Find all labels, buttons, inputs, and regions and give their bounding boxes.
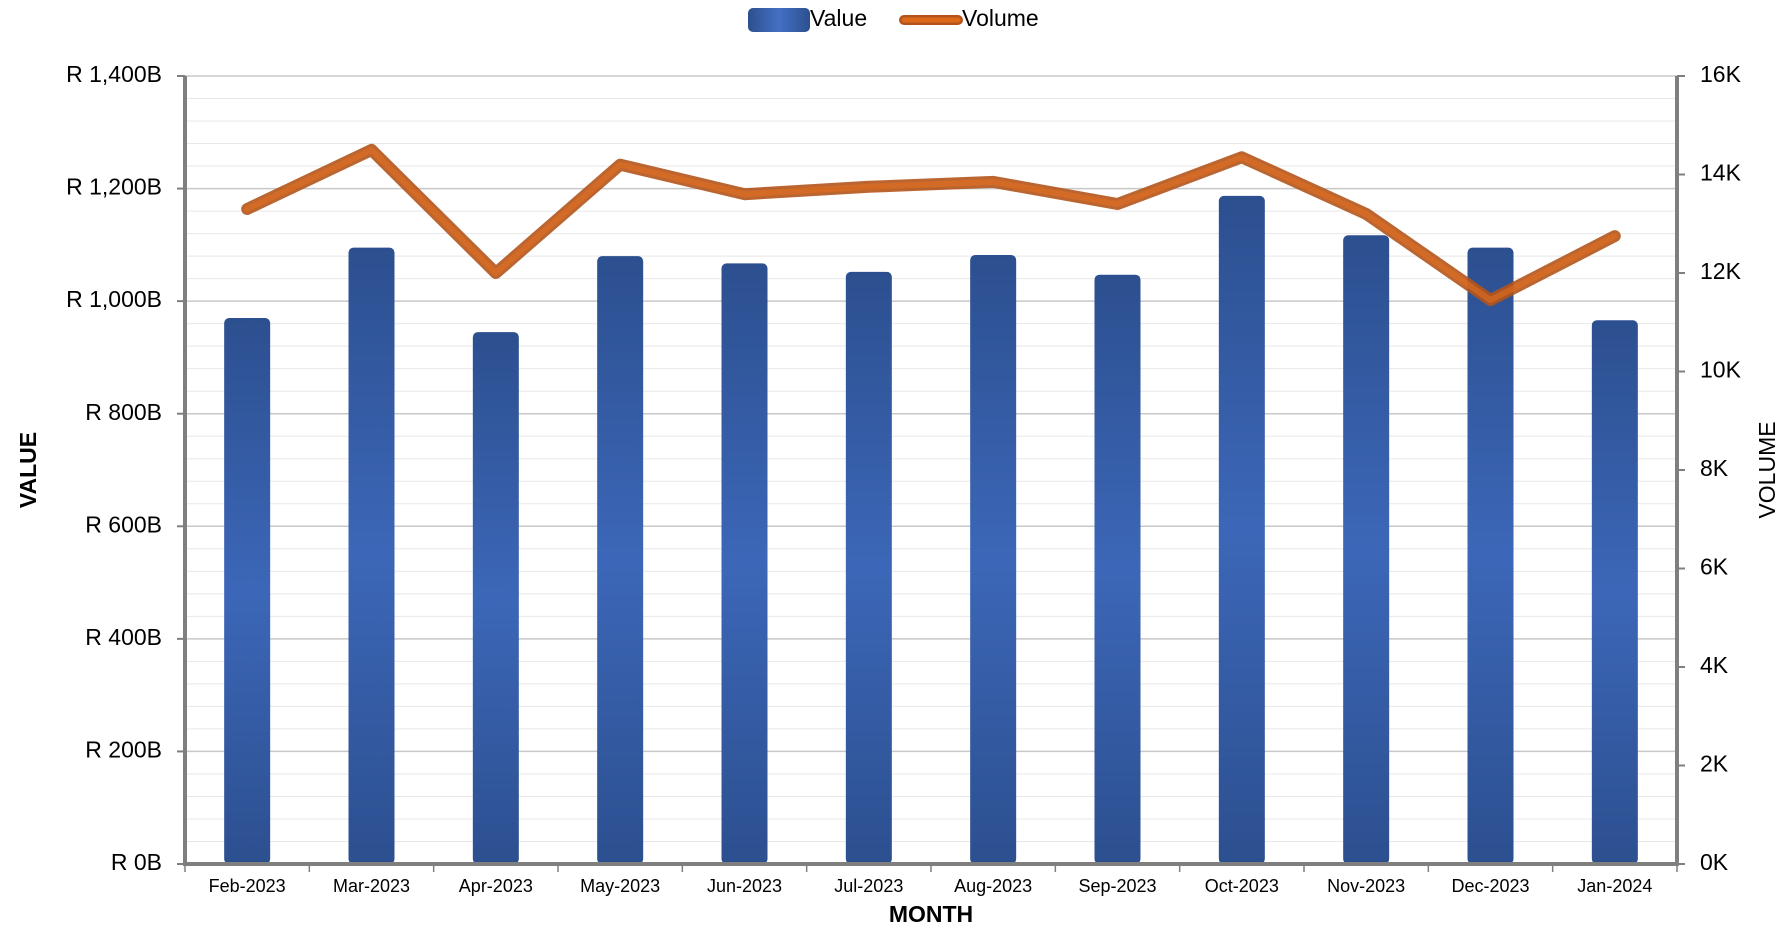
x-tick-label: May-2023	[580, 876, 660, 896]
y-axis-title: VALUE	[15, 432, 41, 508]
x-tick-label: Jan-2024	[1577, 876, 1652, 896]
volume-line-shadow	[241, 143, 1621, 307]
y2-tick-label: 0K	[1700, 849, 1729, 875]
bar-jun-2023	[721, 263, 768, 865]
volume-line	[244, 146, 1618, 304]
y2-tick-label: 14K	[1700, 160, 1742, 186]
y-tick-label: R 400B	[85, 624, 162, 650]
y2-tick-label: 8K	[1700, 455, 1729, 481]
bar-dec-2023	[1467, 247, 1514, 864]
y-tick-label: R 0B	[111, 849, 162, 875]
legend-value-label: Value	[810, 5, 867, 31]
y-tick-label: R 1,000B	[66, 286, 162, 312]
x-tick-label: Jul-2023	[834, 876, 903, 896]
x-tick-label: Apr-2023	[459, 876, 533, 896]
y-tick-label: R 1,200B	[66, 174, 162, 200]
volume-line	[241, 143, 1621, 307]
value-bars	[224, 195, 1638, 865]
bar-sep-2023	[1094, 274, 1141, 864]
x-tick-label: Sep-2023	[1078, 876, 1156, 896]
bar-nov-2023	[1343, 235, 1390, 864]
y2-axis-title: VOLUME	[1754, 421, 1780, 518]
gridlines	[185, 75, 1677, 842]
y-tick-label: R 200B	[85, 737, 162, 763]
bar-jan-2024	[1591, 320, 1638, 864]
legend-value-swatch	[748, 8, 810, 32]
x-tick-label: Mar-2023	[333, 876, 410, 896]
x-tick-label: Nov-2023	[1327, 876, 1405, 896]
y-tick-label: R 800B	[85, 399, 162, 425]
bar-feb-2023	[224, 318, 271, 864]
y2-tick-label: 16K	[1700, 61, 1742, 87]
bar-mar-2023	[348, 247, 395, 864]
y2-tick-label: 12K	[1700, 258, 1742, 284]
axis-titles: MONTH VALUE VOLUME	[15, 421, 1780, 927]
x-tick-label: Oct-2023	[1205, 876, 1279, 896]
x-tick-label: Dec-2023	[1451, 876, 1529, 896]
bar-may-2023	[597, 256, 644, 865]
bar-oct-2023	[1218, 195, 1265, 865]
x-tick-label: Feb-2023	[209, 876, 286, 896]
y-tick-label: R 600B	[85, 511, 162, 537]
bar-apr-2023	[472, 332, 519, 865]
x-tick-label: Aug-2023	[954, 876, 1032, 896]
y2-tick-label: 4K	[1700, 652, 1729, 678]
y-tick-label: R 1,400B	[66, 61, 162, 87]
x-axis-title: MONTH	[889, 901, 973, 927]
tick-labels: R 0B R 200B R 400B R 600B R 800B R 1,000B R 1,…	[66, 61, 1741, 896]
bar-jul-2023	[845, 271, 892, 865]
axes	[177, 75, 1685, 872]
bar-aug-2023	[970, 254, 1017, 864]
y2-tick-label: 10K	[1700, 357, 1742, 383]
y2-tick-label: 2K	[1700, 751, 1729, 777]
legend-volume-label: Volume	[962, 5, 1039, 31]
legend: Value Volume	[748, 5, 1039, 32]
x-tick-label: Jun-2023	[707, 876, 782, 896]
y2-tick-label: 6K	[1700, 554, 1729, 580]
